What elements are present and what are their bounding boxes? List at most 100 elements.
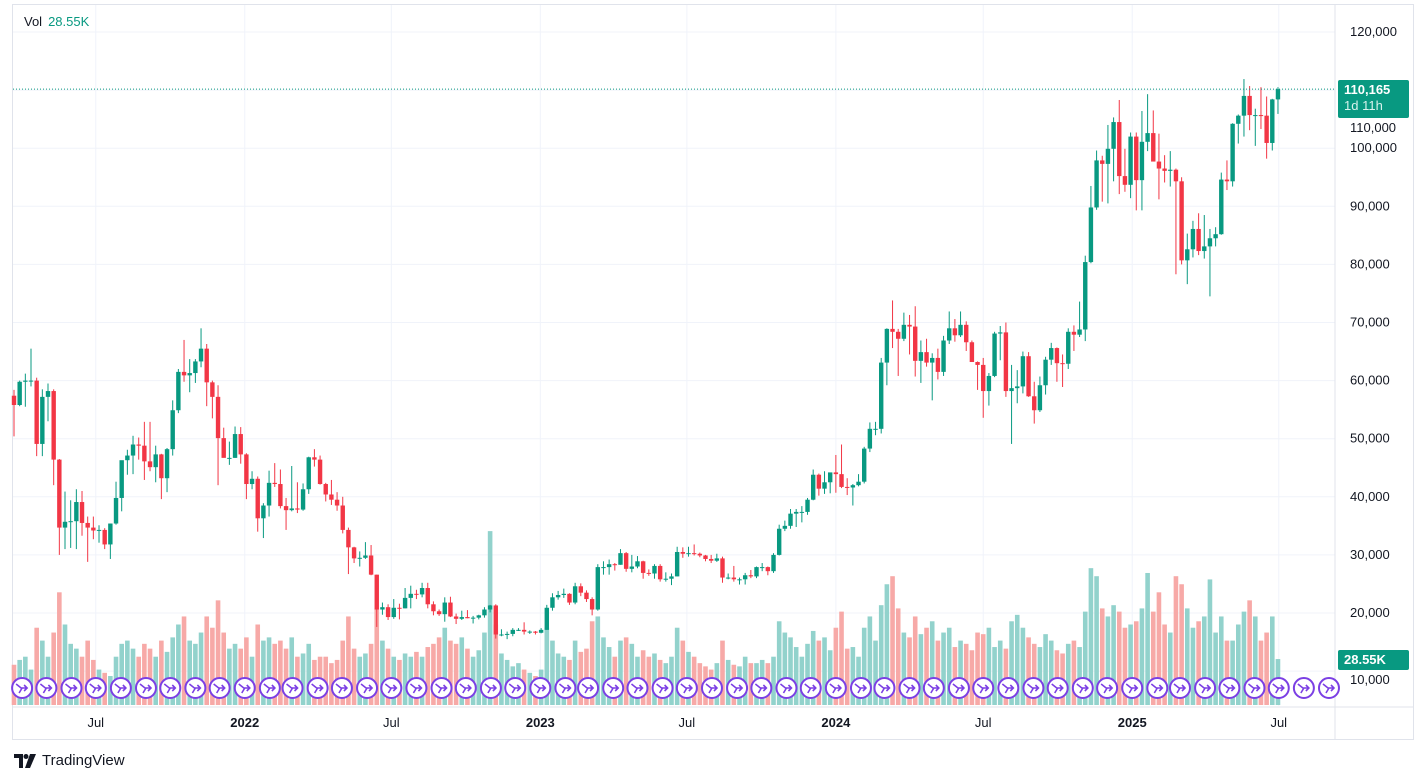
candle[interactable] [1043,356,1048,395]
candle[interactable] [924,338,929,367]
candle[interactable] [79,490,85,536]
candle[interactable] [470,615,476,624]
candle[interactable] [618,549,623,565]
split-arrow-icon[interactable] [430,677,453,699]
candle[interactable] [567,593,572,605]
candle[interactable] [1190,220,1196,258]
candle[interactable] [669,573,674,586]
candle[interactable] [380,602,385,615]
split-arrow-icon[interactable] [84,677,107,699]
candle[interactable] [941,335,946,376]
candle[interactable] [1049,342,1054,365]
candle[interactable] [742,572,748,585]
candle[interactable] [187,359,192,393]
candle[interactable] [504,631,510,640]
candle[interactable] [595,564,601,611]
candle[interactable] [516,628,521,632]
candle[interactable] [822,471,827,494]
split-arrow-icon[interactable] [1267,677,1290,699]
split-arrow-icon[interactable] [380,677,403,699]
candle[interactable] [68,500,73,548]
split-arrow-icon[interactable] [972,677,995,699]
candle[interactable] [879,357,884,434]
candle[interactable] [975,361,980,390]
split-arrow-icon[interactable] [134,677,157,699]
split-arrow-icon[interactable] [726,677,749,699]
candle[interactable] [210,380,215,419]
candle[interactable] [896,328,901,376]
candle[interactable] [1054,347,1060,382]
candle[interactable] [453,613,459,625]
candle[interactable] [244,453,249,500]
candle[interactable] [278,469,283,509]
candle[interactable] [23,373,28,407]
split-arrow-icon[interactable] [922,677,945,699]
candle[interactable] [34,377,39,457]
candle[interactable] [674,546,680,577]
candle[interactable] [1066,328,1071,369]
candle[interactable] [74,489,79,550]
candle[interactable] [731,565,737,582]
candle[interactable] [663,572,669,582]
split-arrow-icon[interactable] [1121,677,1144,699]
candle[interactable] [1275,87,1281,114]
candle[interactable] [346,527,351,575]
candle[interactable] [306,456,311,494]
candle[interactable] [431,601,436,616]
candle[interactable] [397,603,402,620]
candle[interactable] [1060,354,1065,387]
split-arrow-icon[interactable] [1168,677,1191,699]
candle[interactable] [283,497,289,530]
candle[interactable] [754,566,759,579]
candle[interactable] [249,471,255,490]
split-arrow-icon[interactable] [504,677,527,699]
candle[interactable] [1145,94,1150,152]
candle[interactable] [1224,160,1230,191]
candle[interactable] [998,325,1003,361]
split-arrow-icon[interactable] [281,677,304,699]
candle[interactable] [793,509,799,528]
candle[interactable] [317,455,323,485]
candle[interactable] [1032,381,1037,424]
candle[interactable] [125,449,130,475]
candle[interactable] [810,469,816,501]
split-arrow-icon[interactable] [60,677,83,699]
candle[interactable] [261,503,266,539]
candle[interactable] [1105,124,1111,204]
split-arrow-icon[interactable] [1292,677,1315,699]
candle[interactable] [1100,155,1105,202]
candle[interactable] [1196,213,1201,256]
candle[interactable] [357,551,362,567]
candle[interactable] [1270,98,1275,151]
candle[interactable] [408,585,413,609]
split-arrow-icon[interactable] [1071,677,1094,699]
candle[interactable] [555,590,561,600]
split-arrow-icon[interactable] [750,677,773,699]
candle[interactable] [442,597,447,622]
candle[interactable] [295,482,300,514]
candle[interactable] [1077,301,1082,338]
split-arrow-icon[interactable] [330,677,353,699]
candle[interactable] [833,454,839,493]
candle[interactable] [737,577,742,585]
split-arrow-icon[interactable] [109,677,132,699]
candle[interactable] [521,622,527,635]
candle[interactable] [312,449,317,467]
split-arrow-icon[interactable] [1243,677,1266,699]
split-arrow-icon[interactable] [529,677,552,699]
split-arrow-icon[interactable] [675,677,698,699]
candle[interactable] [981,357,986,418]
candle[interactable] [748,570,754,579]
candle[interactable] [601,561,606,575]
candle[interactable] [958,311,963,338]
candle[interactable] [323,482,328,502]
candle[interactable] [198,328,204,368]
candle[interactable] [1185,233,1190,285]
candle[interactable] [544,604,549,630]
candle[interactable] [1179,177,1184,265]
candle[interactable] [969,340,975,363]
split-arrow-icon[interactable] [258,677,281,699]
candle[interactable] [119,460,124,512]
candle[interactable] [623,551,629,572]
candle[interactable] [1134,132,1139,211]
